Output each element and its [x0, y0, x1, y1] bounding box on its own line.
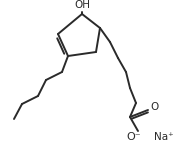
Text: O: O — [150, 102, 158, 112]
Text: OH: OH — [74, 0, 90, 10]
Text: Na⁺: Na⁺ — [154, 132, 174, 142]
Text: O⁻: O⁻ — [127, 132, 141, 142]
